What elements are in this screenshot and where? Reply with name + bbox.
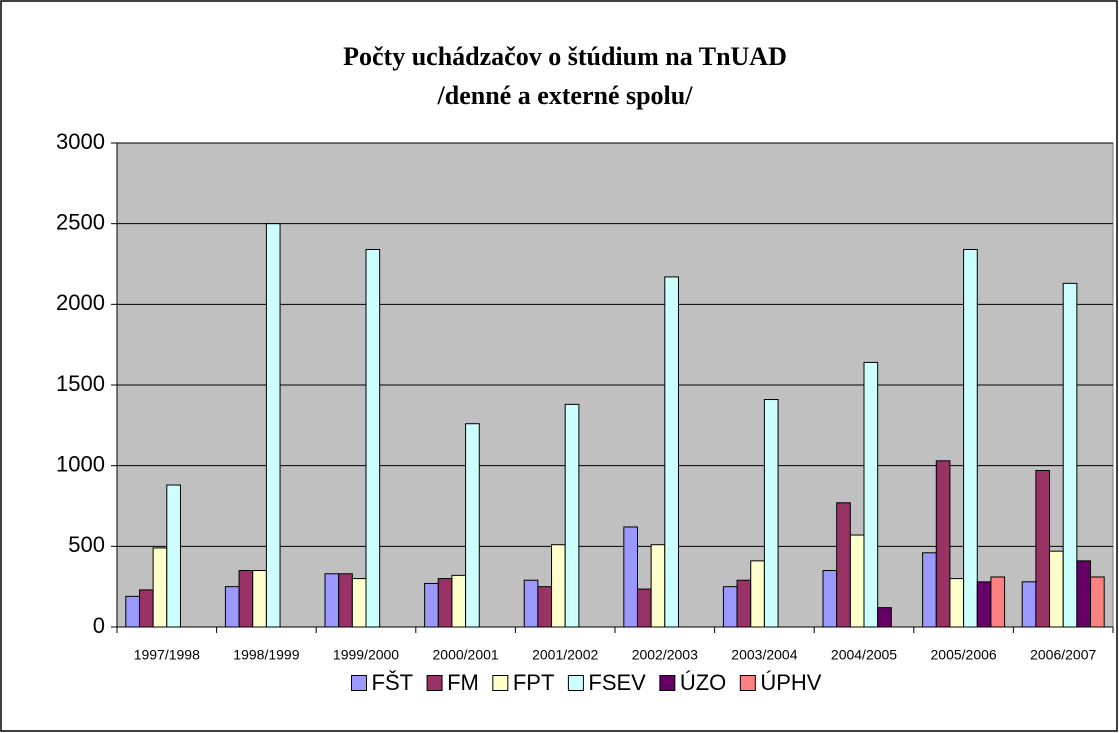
bar bbox=[564, 403, 580, 628]
bar bbox=[650, 544, 666, 628]
bar bbox=[822, 570, 838, 628]
legend-swatch bbox=[567, 675, 584, 691]
bar bbox=[166, 484, 181, 628]
bar bbox=[722, 586, 738, 628]
bar bbox=[537, 586, 553, 628]
bar bbox=[152, 547, 168, 628]
bar bbox=[935, 460, 951, 628]
y-tick-label: 1000 bbox=[56, 451, 105, 476]
y-tick-label: 3000 bbox=[56, 129, 105, 154]
bar bbox=[736, 579, 752, 628]
bar bbox=[849, 534, 865, 628]
chart-title: Počty uchádzačov o štúdium na TnUAD bbox=[343, 42, 787, 71]
chart-subtitle: /denné a externé spolu/ bbox=[437, 81, 694, 110]
x-tick-label: 2000/2001 bbox=[433, 647, 499, 663]
legend-label: FŠT bbox=[372, 670, 414, 695]
bar bbox=[636, 588, 652, 628]
legend-swatch bbox=[739, 675, 756, 691]
legend-swatch bbox=[426, 675, 443, 691]
legend-label: ÚZO bbox=[680, 670, 726, 695]
y-tick-label: 2000 bbox=[56, 290, 105, 315]
bar bbox=[424, 582, 439, 628]
bar bbox=[324, 573, 340, 628]
bar bbox=[750, 560, 765, 628]
legend-swatch bbox=[492, 675, 509, 691]
bar bbox=[877, 607, 892, 628]
bar bbox=[252, 570, 267, 628]
bar bbox=[1090, 576, 1105, 628]
x-tick-label: 2003/2004 bbox=[731, 647, 797, 663]
y-tick-label: 0 bbox=[93, 613, 105, 638]
bar bbox=[238, 570, 254, 628]
bar bbox=[623, 526, 638, 628]
bar bbox=[551, 544, 566, 628]
bar bbox=[1021, 581, 1037, 628]
y-tick-label: 2500 bbox=[56, 209, 105, 234]
x-tick-label: 2002/2003 bbox=[632, 647, 698, 663]
bar bbox=[437, 578, 453, 628]
bar bbox=[963, 248, 978, 628]
x-tick-label: 1998/1999 bbox=[233, 647, 299, 663]
bar bbox=[265, 223, 281, 628]
x-tick-label: 2006/2007 bbox=[1030, 647, 1096, 663]
bar bbox=[976, 581, 992, 628]
bar bbox=[351, 578, 367, 628]
bar bbox=[125, 595, 140, 628]
bar bbox=[465, 423, 480, 628]
bar bbox=[664, 276, 679, 628]
x-tick-label: 1997/1998 bbox=[134, 647, 200, 663]
bar bbox=[365, 248, 381, 628]
bar bbox=[763, 399, 779, 628]
legend-label: FPT bbox=[513, 670, 555, 695]
y-tick-label: 500 bbox=[68, 532, 105, 557]
legend-label: ÚPHV bbox=[760, 670, 821, 695]
bar bbox=[1076, 560, 1092, 628]
bar bbox=[138, 589, 154, 628]
legend-swatch bbox=[659, 675, 676, 691]
bar bbox=[451, 574, 467, 628]
bar bbox=[990, 576, 1006, 628]
bar bbox=[863, 361, 879, 628]
bar bbox=[949, 578, 965, 628]
bar bbox=[1049, 550, 1064, 628]
legend-label: FSEV bbox=[588, 670, 646, 695]
bar bbox=[1035, 470, 1051, 628]
x-tick-label: 2004/2005 bbox=[831, 647, 897, 663]
bar bbox=[224, 586, 240, 628]
bar bbox=[1062, 282, 1078, 628]
bar bbox=[523, 579, 539, 628]
x-tick-label: 2001/2002 bbox=[532, 647, 598, 663]
y-tick-label: 1500 bbox=[56, 371, 105, 396]
bar bbox=[922, 552, 937, 628]
legend-label: FM bbox=[447, 670, 479, 695]
x-tick-label: 1999/2000 bbox=[333, 647, 399, 663]
legend-swatch bbox=[351, 675, 367, 691]
x-tick-label: 2005/2006 bbox=[931, 647, 997, 663]
bar bbox=[338, 573, 353, 628]
bar bbox=[836, 502, 851, 628]
